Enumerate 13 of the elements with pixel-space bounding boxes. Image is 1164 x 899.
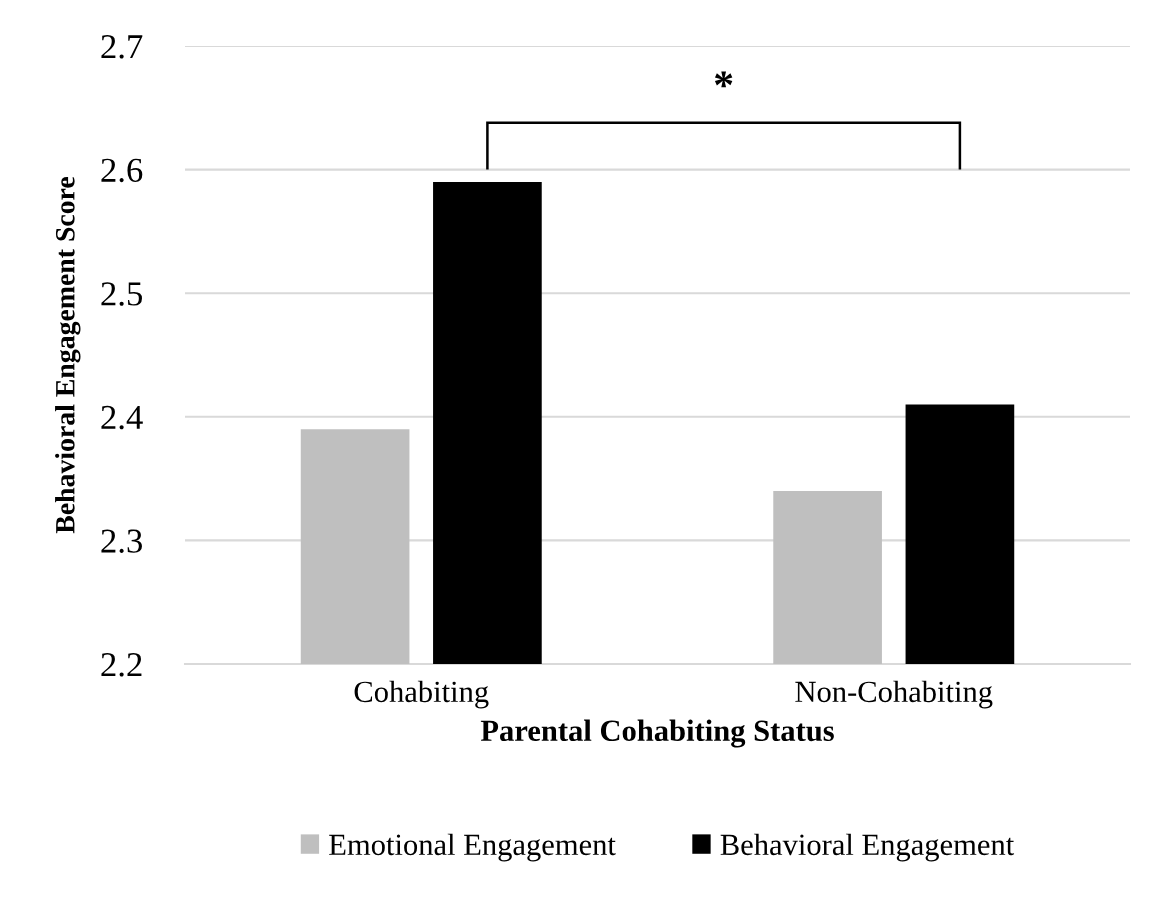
y-tick-label: 2.4 [101, 405, 143, 430]
x-axis-title: Parental Cohabiting Status [480, 719, 834, 748]
x-tick-label: Non-Cohabiting [795, 680, 993, 709]
y-axis-title: Behavioral Engagement Score [55, 176, 81, 534]
annotation: * [714, 71, 733, 88]
y-tick-label: 2.2 [101, 653, 142, 677]
y-tick-label: 2.3 [101, 529, 142, 553]
legend-label: Emotional Engagement [329, 833, 616, 862]
y-tick-label: 2.5 [101, 282, 142, 306]
x-tick-label: Cohabiting [354, 680, 489, 709]
y-tick-label: 2.7 [101, 35, 143, 59]
y-tick-label: 2.6 [101, 158, 143, 183]
legend-label: Behavioral Engagement [720, 833, 1015, 862]
